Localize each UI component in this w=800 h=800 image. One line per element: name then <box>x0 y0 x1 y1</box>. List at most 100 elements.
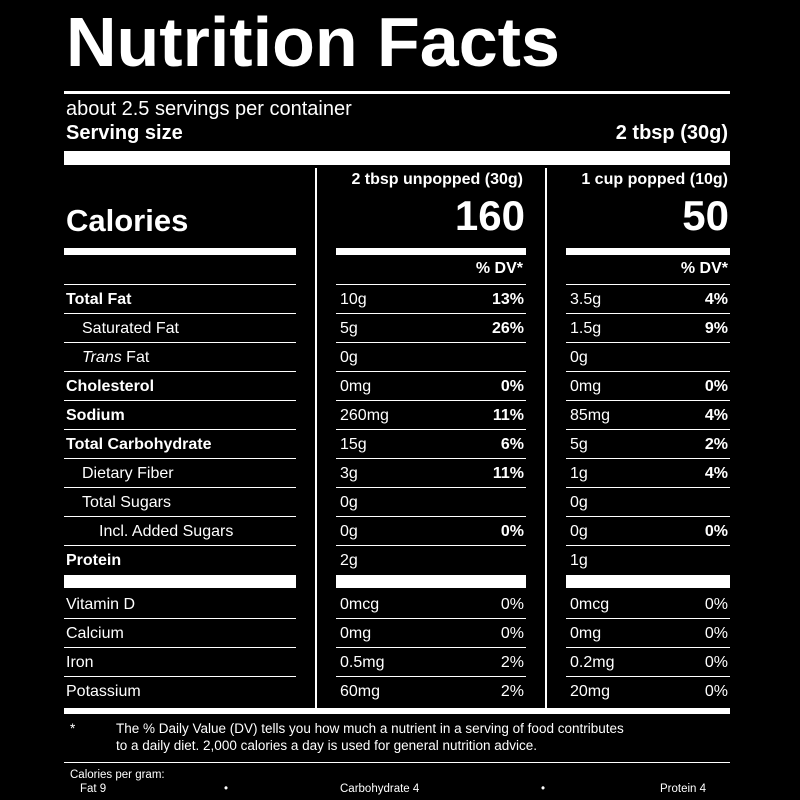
title-rule <box>64 91 730 94</box>
row-divider <box>336 371 526 372</box>
row-divider <box>566 429 730 430</box>
amount-col1: 0mg <box>340 378 372 395</box>
amount-col2: 85mg <box>570 407 611 424</box>
row-divider <box>64 545 296 546</box>
dv-col1: 0% <box>500 596 524 613</box>
dv-col2: 0% <box>704 654 728 671</box>
amount-col2: 0mcg <box>570 596 610 613</box>
footnote-rule <box>64 708 730 714</box>
dv-col1: 11% <box>492 465 524 482</box>
amount-col2: 1.5g <box>570 320 602 337</box>
label-title: Nutrition Facts <box>66 3 560 81</box>
amount-col1: 0mcg <box>340 596 380 613</box>
dv-col1: 0% <box>500 625 524 642</box>
row-divider <box>64 618 296 619</box>
row-divider <box>336 647 526 648</box>
nutrient-name: Dietary Fiber <box>82 465 174 482</box>
row-divider <box>64 676 296 677</box>
amount-col2: 1g <box>570 552 588 569</box>
nutrient-name: Iron <box>66 654 94 671</box>
row-divider <box>566 400 730 401</box>
row-divider <box>64 647 296 648</box>
row-divider <box>336 400 526 401</box>
amount-col2: 1g <box>570 465 588 482</box>
row-divider <box>336 676 526 677</box>
nutrient-name: Total Fat <box>66 291 132 308</box>
dv-header-divider <box>336 284 526 285</box>
nutrient-name: Protein <box>66 552 122 569</box>
nutrient-name-italic: Trans <box>82 349 122 366</box>
dv-col1: 0% <box>500 523 524 540</box>
amount-col1: 260mg <box>340 407 389 424</box>
amount-col2: 0mg <box>570 625 602 642</box>
servings-per-container: about 2.5 servings per container <box>66 98 352 120</box>
row-divider <box>566 487 730 488</box>
amount-col1: 5g <box>340 320 358 337</box>
table-row: Total Fat 10g 13% 3.5g 4% <box>0 285 800 314</box>
vitamin-rule-col1 <box>336 575 526 588</box>
amount-col2: 0g <box>570 349 588 366</box>
amount-col1: 0mg <box>340 625 372 642</box>
table-row: Saturated Fat 5g 26% 1.5g 9% <box>0 314 800 343</box>
amount-col1: 0.5mg <box>340 654 385 671</box>
amount-col2: 0g <box>570 523 588 540</box>
row-divider <box>566 516 730 517</box>
nutrient-name: Saturated Fat <box>82 320 179 337</box>
row-divider <box>336 516 526 517</box>
footnote-asterisk: * <box>70 721 76 736</box>
amount-col1: 0g <box>340 494 358 511</box>
row-divider <box>566 647 730 648</box>
dv-header-divider <box>566 284 730 285</box>
column-header-unpopped: 2 tbsp unpopped (30g) <box>351 171 523 188</box>
vitamin-rule-col2 <box>566 575 730 588</box>
row-divider <box>64 458 296 459</box>
column-header-popped: 1 cup popped (10g) <box>581 171 728 188</box>
nutrient-name: Total Sugars <box>82 494 171 511</box>
row-divider <box>566 676 730 677</box>
footnote-line-1: The % Daily Value (DV) tells you how muc… <box>116 721 624 736</box>
amount-col2: 20mg <box>570 683 611 700</box>
dv-col1: 11% <box>492 407 524 424</box>
amount-col2: 5g <box>570 436 588 453</box>
table-row: Sodium 260mg 11% 85mg 4% <box>0 401 800 430</box>
table-row: Cholesterol 0mg 0% 0mg 0% <box>0 372 800 401</box>
serving-size-label: Serving size <box>66 122 183 144</box>
dv-col2: 4% <box>704 407 728 424</box>
column-divider-1 <box>315 168 317 709</box>
serving-thick-rule <box>64 151 730 165</box>
amount-col1: 15g <box>340 436 367 453</box>
amount-col2: 0mg <box>570 378 602 395</box>
footnote-line-2: to a daily diet. 2,000 calories a day is… <box>116 738 537 753</box>
calories-per-gram-rule <box>64 762 730 763</box>
dv-header-col1: % DV* <box>475 260 523 277</box>
amount-col1: 0g <box>340 349 358 366</box>
dv-col1: 0% <box>500 378 524 395</box>
table-row: Calcium 0mg 0% 0mg 0% <box>0 619 800 648</box>
row-divider <box>566 342 730 343</box>
nutrient-name: Total Carbohydrate <box>66 436 212 453</box>
calories-popped: 50 <box>682 192 729 239</box>
amount-col2: 0.2mg <box>570 654 615 671</box>
row-divider <box>64 516 296 517</box>
row-divider <box>566 313 730 314</box>
nutrient-name: Vitamin D <box>66 596 136 613</box>
row-divider <box>336 429 526 430</box>
amount-col1: 3g <box>340 465 358 482</box>
dv-col2: 0% <box>704 683 728 700</box>
calories-per-gram-label: Calories per gram: <box>70 769 165 781</box>
dv-col2: 0% <box>704 625 728 642</box>
calories-rule-col2 <box>566 248 730 255</box>
row-divider <box>336 342 526 343</box>
row-divider <box>566 545 730 546</box>
column-divider-2 <box>545 168 547 709</box>
row-divider <box>566 618 730 619</box>
row-divider <box>64 313 296 314</box>
dv-col1: 6% <box>500 436 524 453</box>
dv-col1: 2% <box>500 683 524 700</box>
dv-col2: 0% <box>704 523 728 540</box>
dv-col2: 4% <box>704 465 728 482</box>
dv-col2: 0% <box>704 378 728 395</box>
nutrient-name: Sodium <box>66 407 125 424</box>
row-divider <box>336 487 526 488</box>
dv-header-col2: % DV* <box>680 260 728 277</box>
